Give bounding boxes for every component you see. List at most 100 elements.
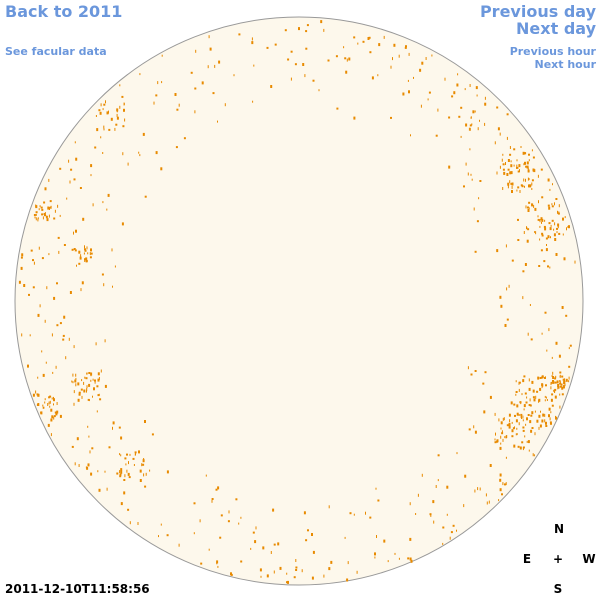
next-hour-link[interactable]: Next hour [534,58,597,71]
facula [540,249,543,252]
facula [517,239,520,241]
facula [552,380,555,384]
facula [295,566,298,569]
facula [78,392,80,396]
facula [554,238,557,241]
facula [509,146,511,149]
facula [528,184,530,188]
facula [553,228,555,231]
facula [41,208,44,211]
facula [402,92,405,96]
facula [554,388,557,391]
facula [155,94,158,97]
facula [551,381,553,384]
facula [510,164,513,168]
facula [62,334,65,337]
facula [54,411,57,414]
facula [41,350,43,353]
facula [516,433,518,436]
facula [484,102,487,106]
facula [240,516,242,519]
facula [124,118,126,122]
facula [161,81,163,84]
facula [90,164,93,168]
facula [475,86,478,90]
facula [20,256,23,259]
facula [500,421,503,425]
facula [557,210,558,214]
facula [76,437,79,441]
facula [122,152,124,156]
facula [86,466,89,470]
back-link[interactable]: Back to 2011 [5,2,123,21]
facula [511,185,513,189]
facula [190,71,193,74]
facula [565,314,568,317]
facula [259,568,262,572]
facula [508,284,510,288]
facula [506,173,509,176]
facula [563,380,566,383]
facula [429,513,432,516]
facula [87,463,90,467]
facula [293,576,296,579]
previous-day-link[interactable]: Previous day [479,2,596,21]
facula [496,249,499,253]
facula [143,458,145,461]
facula [524,435,526,438]
next-day-link[interactable]: Next day [516,19,596,38]
facula [89,252,91,256]
facula [540,168,543,171]
facula [53,296,56,300]
facula [555,198,558,200]
facula [356,570,358,574]
facula [79,256,82,260]
facula [479,487,481,491]
facula [527,167,529,171]
facula [111,248,113,252]
facula [348,57,351,61]
facula [553,389,555,392]
facula [496,171,498,175]
facula [437,454,440,457]
facula [545,425,548,427]
facula [80,288,82,292]
previous-hour-link[interactable]: Previous hour [509,45,596,58]
facula [551,404,554,407]
facula [467,172,469,176]
facula [251,37,253,41]
facula [116,108,119,112]
facula [217,565,219,568]
facula [494,438,496,441]
facula [103,103,106,106]
facula [529,420,532,424]
facula [266,574,269,578]
facula [524,392,527,395]
facula [524,152,527,155]
facula [121,222,124,226]
facula [106,208,108,211]
facula [407,79,409,82]
facula [112,426,113,430]
facula [90,252,93,255]
facula [545,396,547,399]
facula [526,226,528,229]
facula [518,422,520,426]
facula [274,43,277,46]
facula [62,338,65,341]
facula [543,225,546,228]
facula [557,226,559,229]
facula [95,115,97,117]
facula [483,410,486,414]
facula [129,453,131,456]
facular-data-link[interactable]: See facular data [5,45,107,58]
facula [501,430,503,434]
facula [421,61,424,65]
facula [499,488,502,492]
facula [116,113,118,117]
facula [515,419,518,423]
facula [515,391,518,393]
facula [81,281,84,285]
facula [435,134,438,137]
